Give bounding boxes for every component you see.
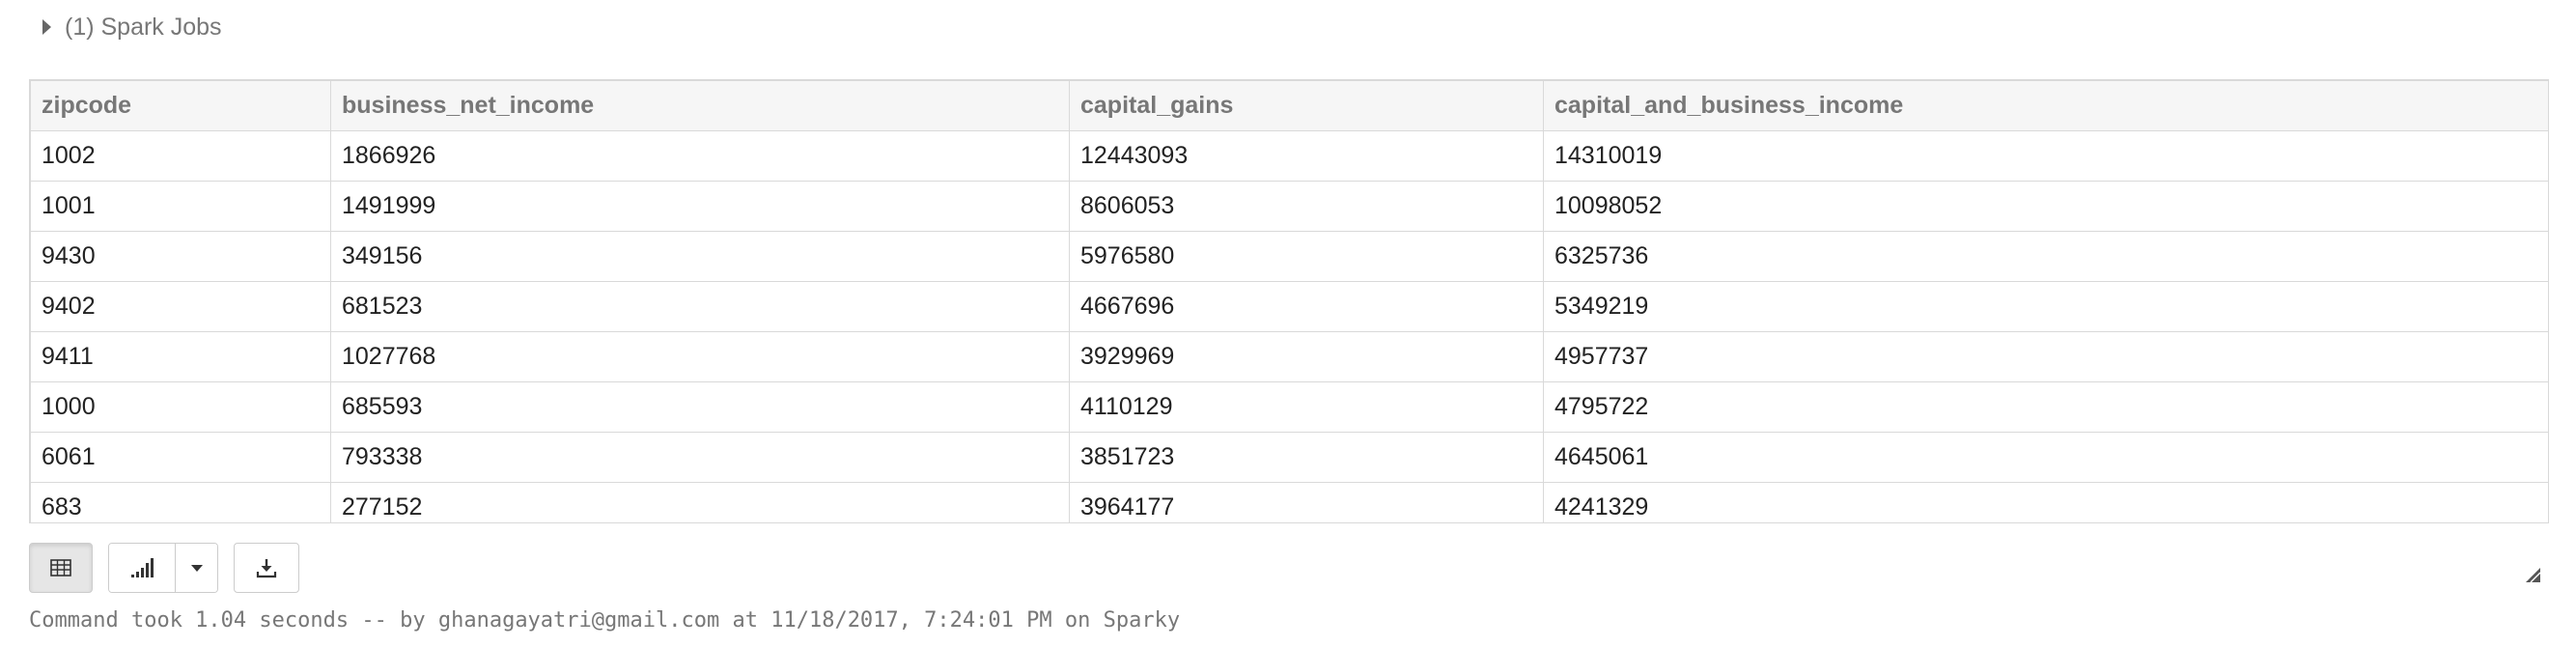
table-cell: 683 (30, 482, 331, 522)
bar-chart-icon (131, 558, 154, 577)
chart-options-dropdown[interactable] (175, 544, 217, 592)
download-icon (256, 559, 277, 578)
table-cell: 4110129 (1069, 381, 1544, 433)
table-cell: 1001 (30, 181, 331, 232)
table-cell: 349156 (330, 231, 1070, 282)
table-cell: 8606053 (1069, 181, 1544, 232)
chart-view-split-button (108, 543, 218, 593)
column-header-business-net-income[interactable]: business_net_income (330, 80, 1070, 131)
table-cell: 14310019 (1543, 130, 2548, 182)
resize-handle-icon[interactable] (2524, 566, 2541, 583)
table-row: 1002 1866926 12443093 14310019 (30, 130, 2548, 182)
table-cell: 1027768 (330, 331, 1070, 382)
table-header-row: zipcode business_net_income capital_gain… (30, 80, 2548, 131)
table-cell: 10098052 (1543, 181, 2548, 232)
table-cell: 6061 (30, 432, 331, 483)
table-row: 9402 681523 4667696 5349219 (30, 281, 2548, 332)
results-table-container[interactable]: zipcode business_net_income capital_gain… (29, 79, 2549, 523)
column-header-capital-and-business-income[interactable]: capital_and_business_income (1543, 80, 2548, 131)
table-cell: 1002 (30, 130, 331, 182)
caret-right-icon (42, 19, 51, 35)
table-cell: 4241329 (1543, 482, 2548, 522)
table-cell: 6325736 (1543, 231, 2548, 282)
column-header-capital-gains[interactable]: capital_gains (1069, 80, 1544, 131)
table-row: 1000 685593 4110129 4795722 (30, 381, 2548, 433)
table-cell: 4957737 (1543, 331, 2548, 382)
spark-jobs-label: (1) Spark Jobs (65, 13, 222, 41)
table-cell: 685593 (330, 381, 1070, 433)
table-view-button[interactable] (29, 543, 93, 593)
table-cell: 3929969 (1069, 331, 1544, 382)
table-row: 9430 349156 5976580 6325736 (30, 231, 2548, 282)
table-cell: 9411 (30, 331, 331, 382)
table-icon (50, 559, 71, 577)
table-cell: 12443093 (1069, 130, 1544, 182)
table-row: 9411 1027768 3929969 4957737 (30, 331, 2548, 382)
table-cell: 277152 (330, 482, 1070, 522)
table-cell: 681523 (330, 281, 1070, 332)
table-row: 6061 793338 3851723 4645061 (30, 432, 2548, 483)
table-cell: 9402 (30, 281, 331, 332)
chart-view-button[interactable] (109, 544, 175, 592)
column-header-zipcode[interactable]: zipcode (30, 80, 331, 131)
table-cell: 1491999 (330, 181, 1070, 232)
table-cell: 4667696 (1069, 281, 1544, 332)
table-row: 1001 1491999 8606053 10098052 (30, 181, 2548, 232)
result-toolbar (29, 543, 299, 593)
table-cell: 4795722 (1543, 381, 2548, 433)
table-row: 683 277152 3964177 4241329 (30, 482, 2548, 522)
table-cell: 3964177 (1069, 482, 1544, 522)
table-cell: 5976580 (1069, 231, 1544, 282)
table-cell: 5349219 (1543, 281, 2548, 332)
spark-jobs-toggle[interactable]: (1) Spark Jobs (42, 10, 222, 44)
table-cell: 793338 (330, 432, 1070, 483)
command-status-text: Command took 1.04 seconds -- by ghanagay… (29, 608, 1181, 633)
table-cell: 1000 (30, 381, 331, 433)
results-table: zipcode business_net_income capital_gain… (30, 80, 2548, 522)
download-button[interactable] (234, 543, 299, 593)
table-cell: 1866926 (330, 130, 1070, 182)
table-cell: 9430 (30, 231, 331, 282)
table-cell: 3851723 (1069, 432, 1544, 483)
chevron-down-icon (190, 564, 203, 572)
table-cell: 4645061 (1543, 432, 2548, 483)
